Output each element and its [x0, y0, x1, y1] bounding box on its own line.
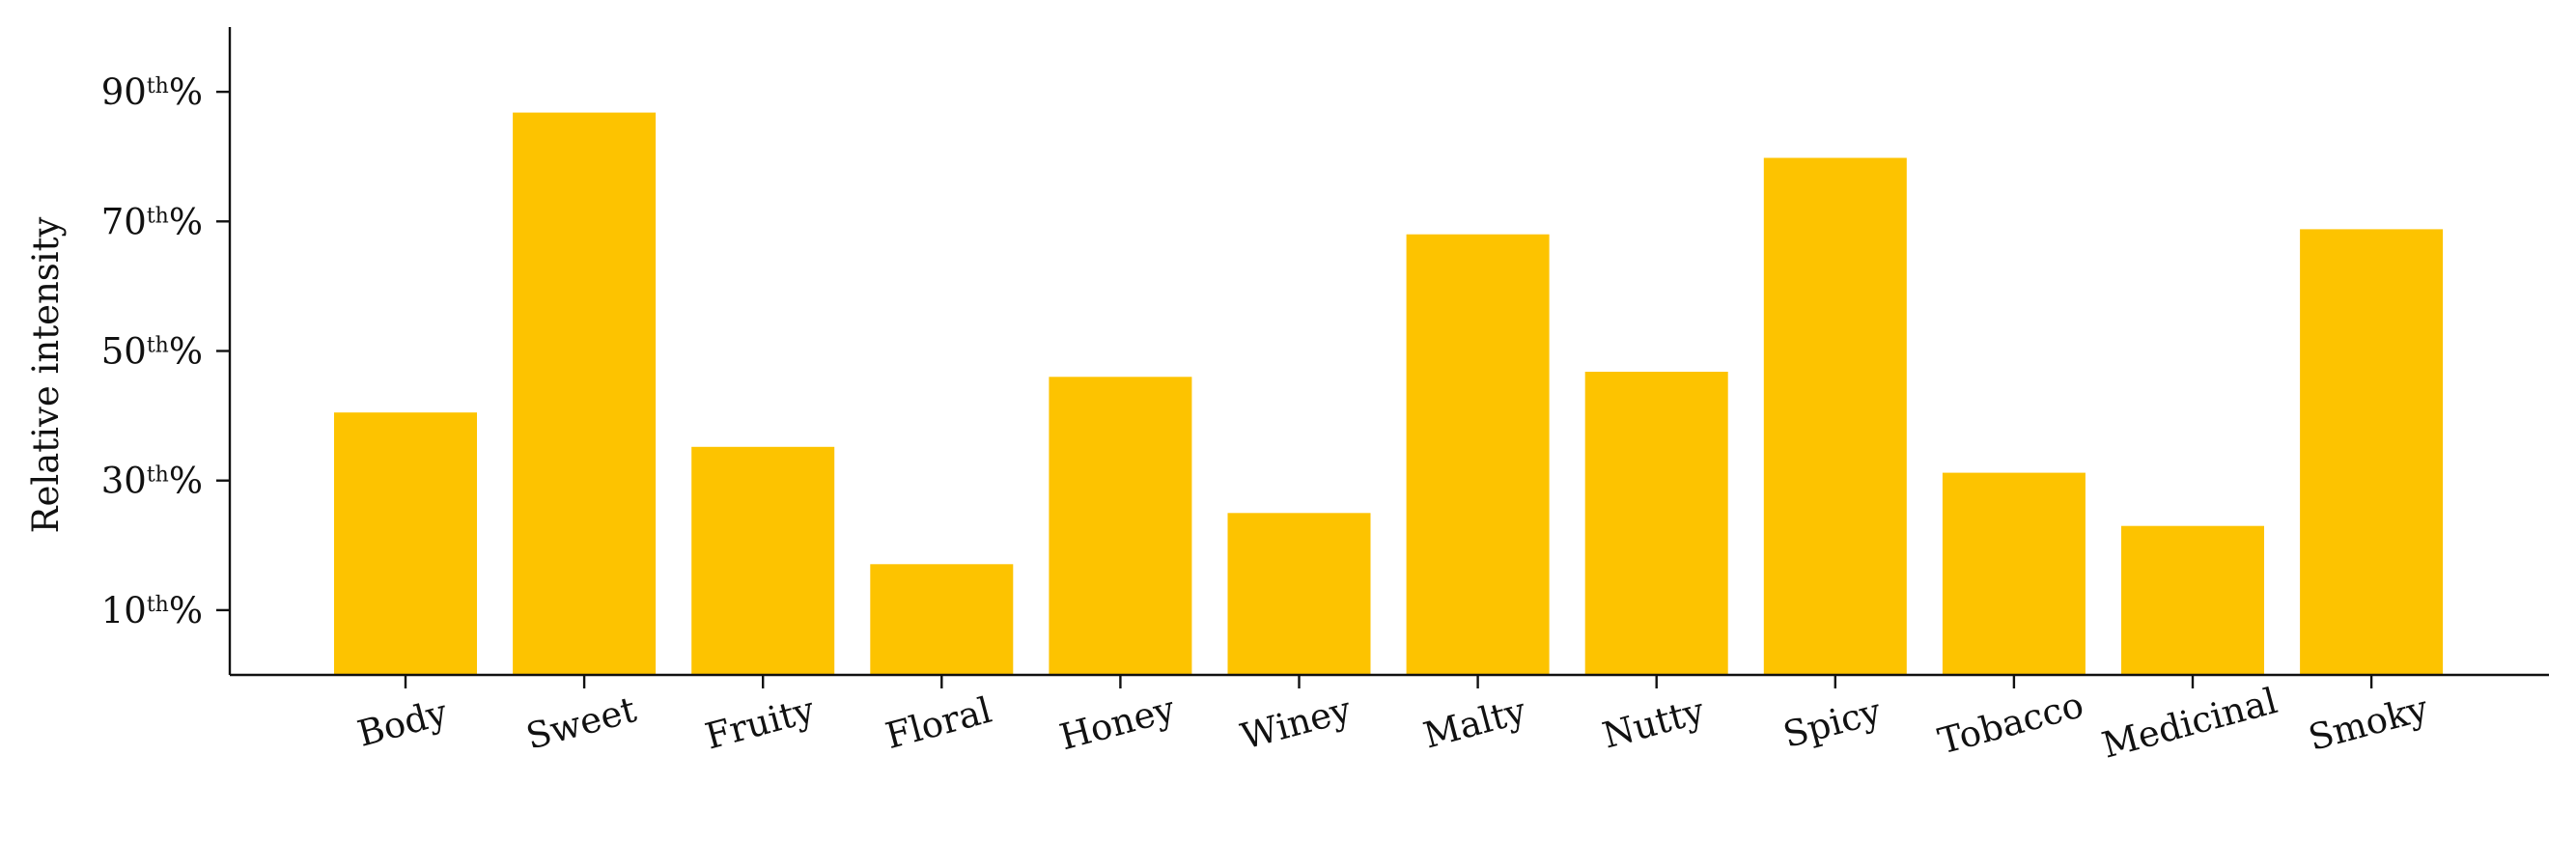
y-tick-label-value: 50 [101, 331, 147, 373]
bar-sweet [513, 112, 657, 676]
bar-floral [870, 564, 1014, 675]
y-tick-label-suffix: % [169, 590, 203, 631]
y-tick-label-suffix: % [169, 71, 203, 113]
bar-tobacco [1942, 472, 2086, 675]
y-tick-label: 90th% [101, 71, 203, 113]
x-tick-label: Medicinal [2098, 680, 2282, 767]
y-tick-label: 70th% [101, 201, 203, 242]
y-tick-label: 10th% [101, 590, 203, 631]
y-tick-label: 50th% [101, 331, 203, 373]
x-tick-label: Nutty [1598, 689, 1708, 756]
y-tick-label: 30th% [101, 461, 203, 502]
bar-fruity [691, 446, 835, 675]
y-tick-label-suffix: % [169, 201, 203, 242]
x-tick-label: Spicy [1778, 690, 1885, 756]
y-tick-label-superscript: th [147, 74, 169, 98]
bar-nutty [1584, 372, 1728, 675]
bar-malty [1406, 234, 1550, 675]
bar-smoky [2300, 229, 2444, 675]
y-tick-label-value: 90 [101, 71, 147, 113]
x-tick-label: Honey [1055, 687, 1179, 758]
y-tick-label-superscript: th [147, 593, 169, 617]
bar-winey [1227, 513, 1371, 676]
x-tick-label: Smoky [2304, 687, 2432, 759]
y-tick-label-suffix: % [169, 331, 203, 373]
y-tick-label-suffix: % [169, 461, 203, 502]
y-tick-label-superscript: th [147, 204, 169, 228]
y-axis-label: Relative intensity [25, 217, 67, 534]
y-tick-label-value: 70 [101, 201, 147, 242]
bar-spicy [1763, 157, 1907, 675]
y-tick-label-superscript: th [147, 463, 169, 488]
y-tick-label-value: 10 [101, 590, 147, 631]
x-tick-label: Sweet [521, 688, 640, 758]
bar-body [334, 412, 477, 675]
y-tick-label-superscript: th [147, 334, 169, 358]
x-tick-label: Floral [882, 689, 996, 757]
x-tick-label: Body [353, 691, 452, 755]
x-tick-label: Tobacco [1934, 684, 2087, 762]
x-tick-label: Fruity [701, 688, 819, 757]
bar-honey [1049, 377, 1192, 675]
y-tick-label-value: 30 [101, 461, 147, 502]
x-tick-label: Winey [1237, 688, 1356, 758]
x-ticks: Body Sweet Fruity Floral Honey Winey Malty Nutt… [353, 675, 2432, 767]
y-ticks: 10th%30th%50th%70th%90th% [101, 71, 230, 631]
bars-layer [334, 112, 2444, 676]
x-tick-label: Malty [1419, 689, 1530, 756]
bar-medicinal [2121, 525, 2264, 675]
